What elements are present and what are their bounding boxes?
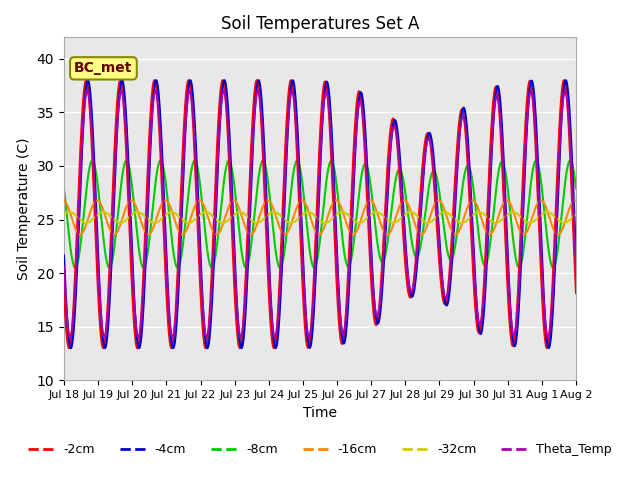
X-axis label: Time: Time [303, 406, 337, 420]
Text: BC_met: BC_met [74, 61, 132, 75]
Legend: -2cm, -4cm, -8cm, -16cm, -32cm, Theta_Temp: -2cm, -4cm, -8cm, -16cm, -32cm, Theta_Te… [23, 438, 617, 461]
Title: Soil Temperatures Set A: Soil Temperatures Set A [221, 15, 419, 33]
Y-axis label: Soil Temperature (C): Soil Temperature (C) [17, 138, 31, 280]
